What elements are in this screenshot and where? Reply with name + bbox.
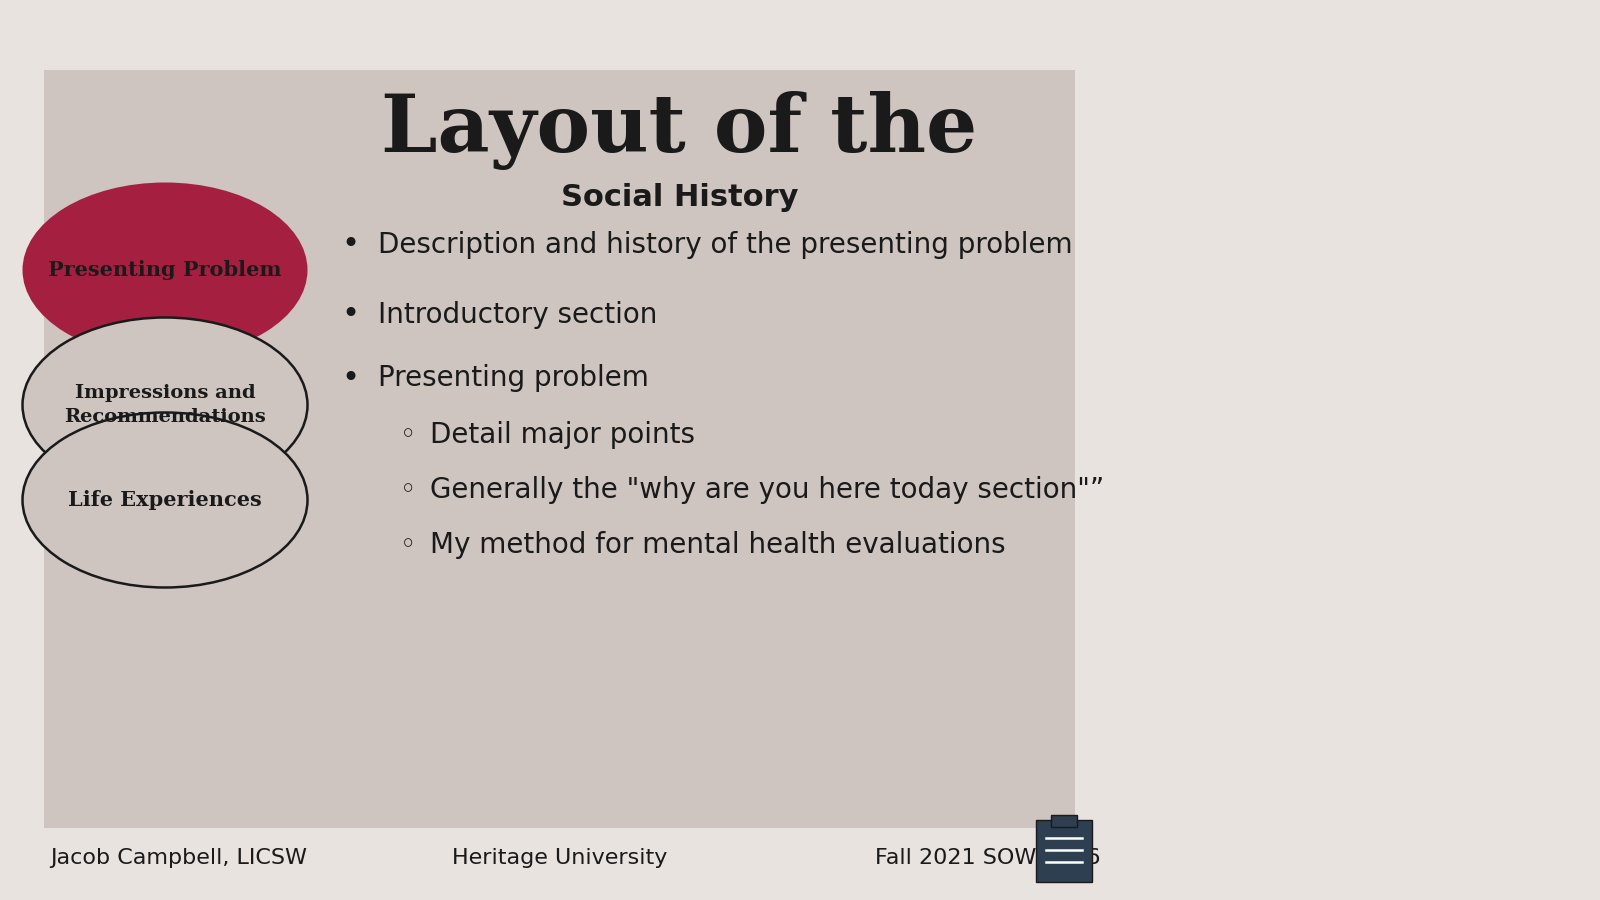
Ellipse shape — [22, 318, 307, 492]
Text: Introductory section: Introductory section — [378, 301, 658, 329]
Text: ◦: ◦ — [400, 476, 416, 504]
Text: Impressions and
Recommendations: Impressions and Recommendations — [64, 384, 266, 426]
FancyBboxPatch shape — [1037, 820, 1091, 882]
Text: Social History: Social History — [560, 184, 798, 212]
Text: •: • — [341, 301, 358, 329]
FancyBboxPatch shape — [45, 70, 1075, 828]
Ellipse shape — [22, 412, 307, 588]
Text: •: • — [341, 230, 358, 259]
Ellipse shape — [22, 183, 307, 357]
Text: ◦: ◦ — [400, 531, 416, 559]
Text: Layout of the: Layout of the — [381, 91, 978, 169]
Text: Generally the "why are you here today section"”: Generally the "why are you here today se… — [430, 476, 1104, 504]
Text: My method for mental health evaluations: My method for mental health evaluations — [430, 531, 1006, 559]
Text: Description and history of the presenting problem: Description and history of the presentin… — [378, 231, 1072, 259]
Text: •: • — [341, 364, 358, 392]
Text: Presenting Problem: Presenting Problem — [48, 260, 282, 280]
Text: Jacob Campbell, LICSW: Jacob Campbell, LICSW — [50, 848, 307, 868]
Text: Heritage University: Heritage University — [453, 848, 667, 868]
Text: ◦: ◦ — [400, 421, 416, 449]
Text: Fall 2021 SOWK 486: Fall 2021 SOWK 486 — [875, 848, 1101, 868]
Text: Presenting problem: Presenting problem — [378, 364, 650, 392]
Text: Life Experiences: Life Experiences — [69, 490, 262, 510]
Text: Detail major points: Detail major points — [430, 421, 694, 449]
FancyBboxPatch shape — [1051, 815, 1077, 827]
